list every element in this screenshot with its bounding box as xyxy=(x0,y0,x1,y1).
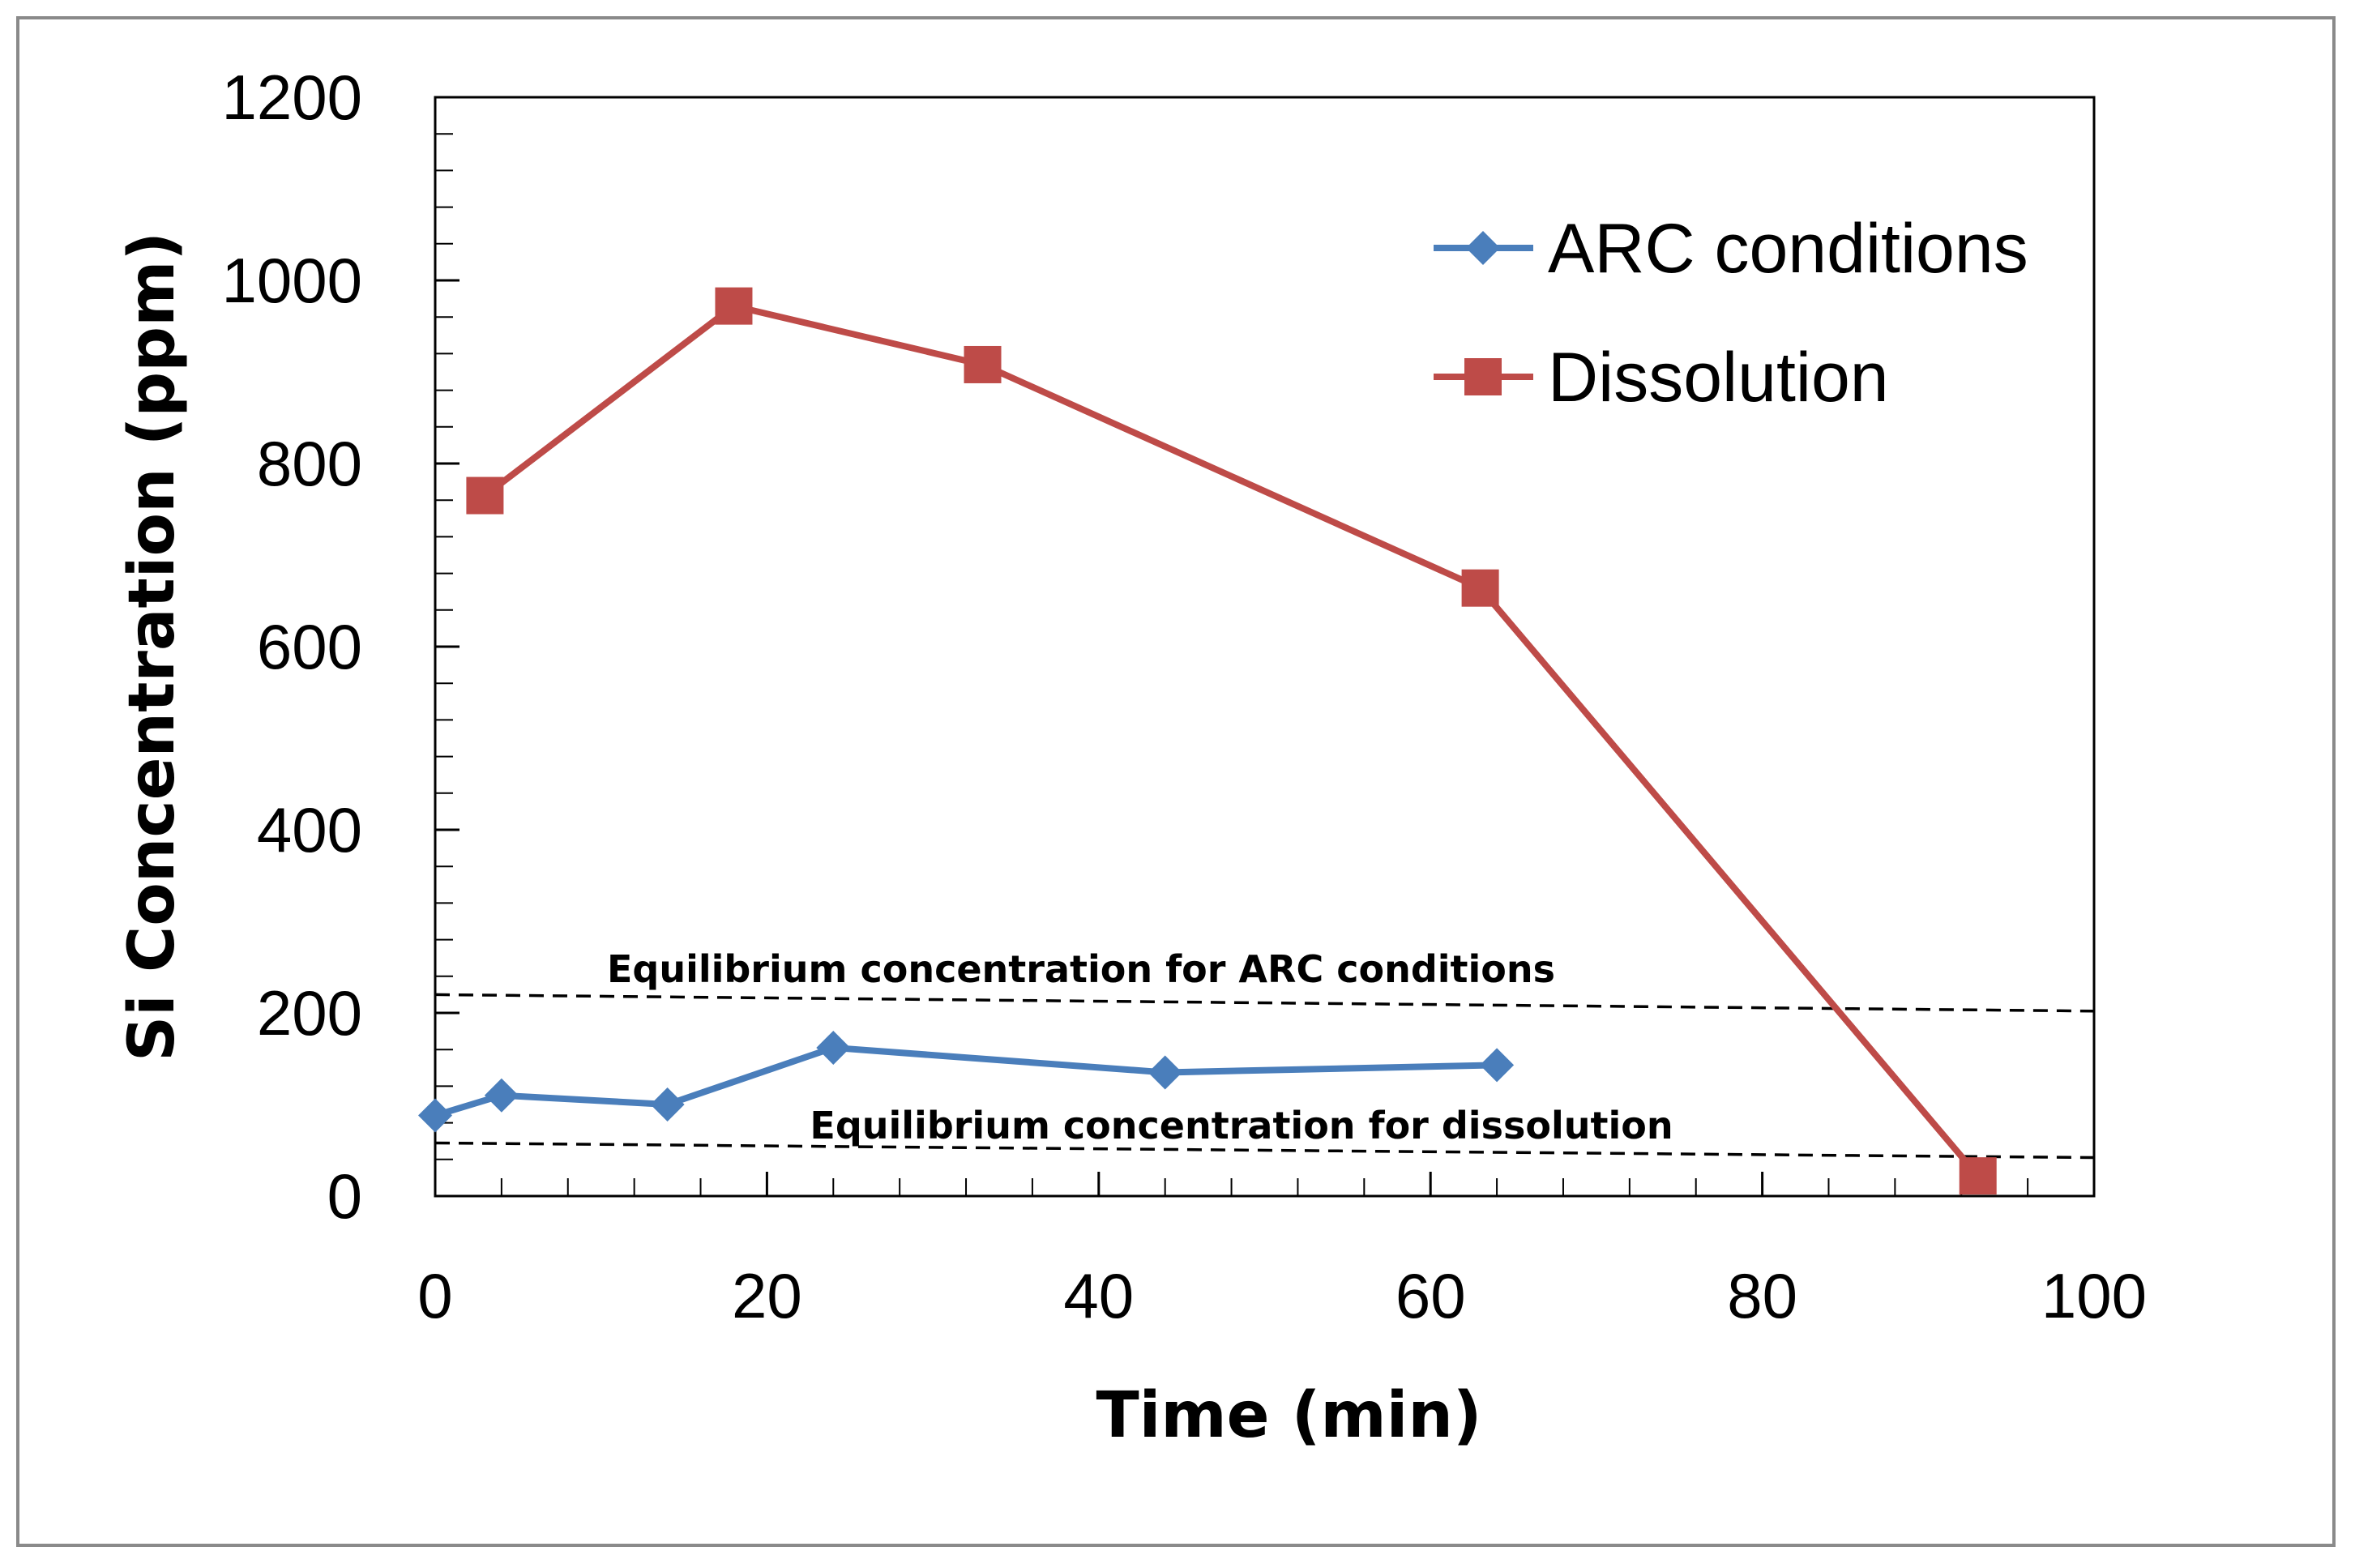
data-point xyxy=(650,1087,685,1122)
legend-marker xyxy=(1466,231,1500,265)
y-tick-label: 800 xyxy=(257,428,362,499)
data-point xyxy=(1480,1048,1515,1083)
series-line xyxy=(482,302,1981,1178)
data-point xyxy=(715,287,753,325)
reference-line-label: Equilibrium concentration for ARC condit… xyxy=(607,947,1555,991)
x-tick-label: 0 xyxy=(417,1260,452,1331)
chart-frame: 0 200 400 600 800 1000 1200 0 20 40 60 80 100 Time (m… xyxy=(16,16,2336,1547)
x-tick-label: 80 xyxy=(1727,1260,1797,1331)
series-arc-conditions xyxy=(418,1030,1515,1133)
y-tick-label: 1200 xyxy=(221,62,362,133)
x-axis-title: Time (min) xyxy=(1096,1379,1481,1452)
data-point xyxy=(484,1078,519,1113)
data-point xyxy=(1461,569,1499,607)
y-tick-label: 200 xyxy=(257,977,362,1049)
data-point xyxy=(1148,1055,1182,1090)
reference-line xyxy=(434,993,2095,1013)
data-point xyxy=(466,476,504,515)
x-tick-label: 20 xyxy=(732,1260,802,1331)
legend-entry: ARC conditions xyxy=(1434,210,2028,288)
legend-label: ARC conditions xyxy=(1548,210,2028,288)
reference-line-label: Equilibrium concentration for dissolutio… xyxy=(810,1104,1673,1147)
data-point xyxy=(816,1030,851,1065)
y-tick-label: 400 xyxy=(257,794,362,865)
y-axis-title: Si Concentration (ppm) xyxy=(116,232,189,1062)
line-chart: 0 200 400 600 800 1000 1200 0 20 40 60 80 100 Time (m… xyxy=(116,62,2147,1452)
data-point xyxy=(418,1098,452,1133)
legend-label: Dissolution xyxy=(1548,339,1889,417)
legend-entry: Dissolution xyxy=(1434,339,1889,417)
reference-line xyxy=(434,1141,2095,1160)
x-tick-label: 60 xyxy=(1395,1260,1466,1331)
y-tick-label: 0 xyxy=(327,1160,362,1232)
data-point xyxy=(1959,1157,1997,1195)
data-point xyxy=(964,345,1002,383)
x-tick-label: 100 xyxy=(2041,1260,2147,1331)
series-dissolution xyxy=(466,287,1997,1195)
y-tick-label: 1000 xyxy=(221,245,362,316)
x-tick-label: 40 xyxy=(1063,1260,1134,1331)
y-tick-label: 600 xyxy=(257,611,362,682)
legend-marker xyxy=(1464,358,1502,395)
